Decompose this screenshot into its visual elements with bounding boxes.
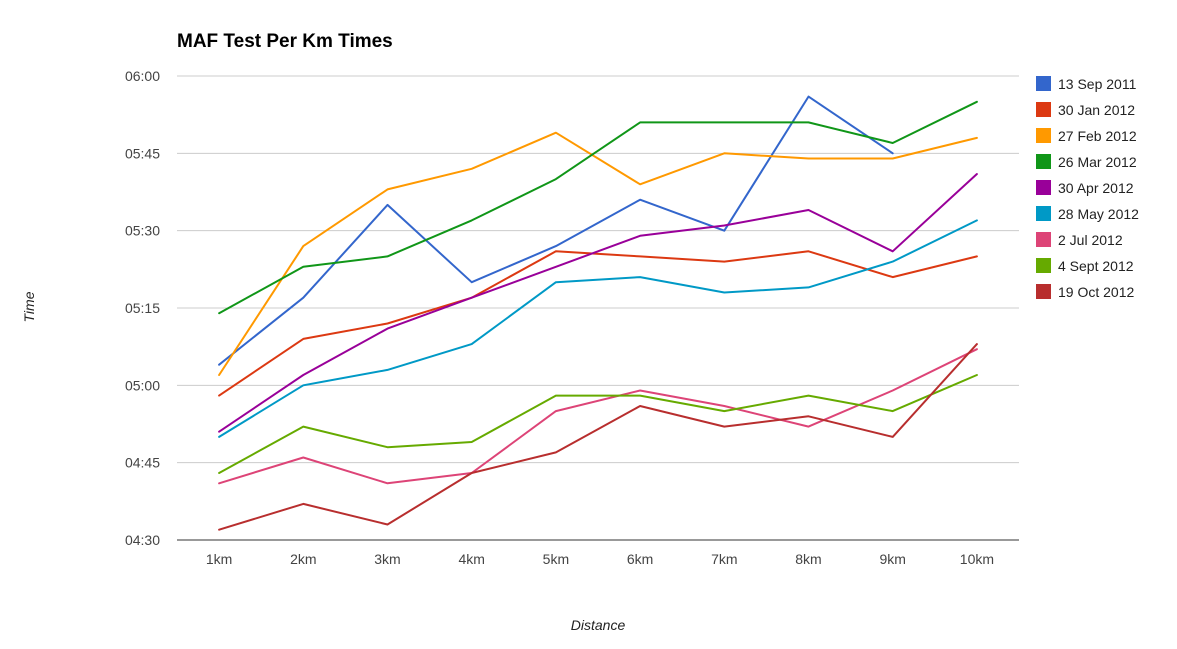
x-tick-label: 9km [879,551,905,567]
y-tick-label: 05:15 [125,300,160,316]
gridlines [177,75,1019,541]
legend-label: 30 Apr 2012 [1058,180,1134,196]
legend-label: 30 Jan 2012 [1058,102,1135,118]
y-tick-label: 04:30 [125,532,160,548]
series-lines [218,95,978,531]
legend-swatch [1036,232,1051,247]
x-axis-ticks: 1km 2km 3km 4km 5km 6km 7km 8km 9km 10km [206,551,994,567]
legend-label: 28 May 2012 [1058,206,1139,222]
legend-swatch [1036,258,1051,273]
x-tick-label: 5km [543,551,569,567]
series-line [218,100,978,315]
series-line [218,131,978,376]
series-line [218,374,978,474]
x-tick-label: 4km [458,551,484,567]
x-axis-title: Distance [571,617,626,633]
legend-label: 13 Sep 2011 [1058,76,1137,92]
x-tick-label: 10km [960,551,994,567]
legend-label: 26 Mar 2012 [1058,154,1137,170]
x-tick-label: 2km [290,551,316,567]
legend-swatch [1036,180,1051,195]
legend-label: 27 Feb 2012 [1058,128,1137,144]
x-tick-label: 1km [206,551,232,567]
y-tick-label: 06:00 [125,68,160,84]
x-tick-label: 8km [795,551,821,567]
legend-swatch [1036,206,1051,221]
x-tick-label: 3km [374,551,400,567]
series-line [218,250,978,397]
legend-swatch [1036,102,1051,117]
legend-swatch [1036,154,1051,169]
legend-label: 2 Jul 2012 [1058,232,1123,248]
series-line [218,348,978,485]
legend-swatch [1036,76,1051,91]
x-tick-label: 7km [711,551,737,567]
series-line [218,343,978,531]
series-line [218,219,978,438]
legend-label: 19 Oct 2012 [1058,284,1134,300]
y-tick-label: 05:00 [125,377,160,393]
y-tick-label: 05:30 [125,223,160,239]
legend-swatch [1036,284,1051,299]
series-line [218,173,978,433]
chart-title: MAF Test Per Km Times [177,31,393,52]
x-tick-label: 6km [627,551,653,567]
y-axis-ticks: 04:30 04:45 05:00 05:15 05:30 05:45 06:00 [125,68,160,548]
legend-label: 4 Sept 2012 [1058,258,1134,274]
y-tick-label: 04:45 [125,455,160,471]
y-tick-label: 05:45 [125,145,160,161]
series-line [218,95,894,366]
legend-swatch [1036,128,1051,143]
legend: 13 Sep 2011 30 Jan 2012 27 Feb 2012 26 Mar … [1036,76,1139,300]
y-axis-title: Time [21,291,37,322]
